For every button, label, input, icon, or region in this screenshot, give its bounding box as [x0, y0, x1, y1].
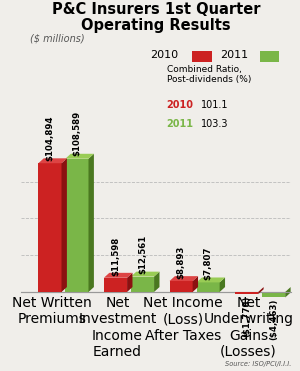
- Text: $108,589: $108,589: [72, 111, 81, 157]
- Polygon shape: [196, 278, 225, 282]
- Polygon shape: [65, 159, 88, 292]
- Polygon shape: [131, 272, 160, 276]
- Polygon shape: [220, 278, 225, 292]
- Polygon shape: [61, 158, 67, 292]
- Polygon shape: [104, 278, 127, 292]
- Text: ($4,463): ($4,463): [269, 299, 278, 340]
- Polygon shape: [285, 287, 291, 298]
- Text: Source: ISO/PCI/I.I.I.: Source: ISO/PCI/I.I.I.: [225, 361, 291, 367]
- Polygon shape: [193, 276, 198, 292]
- Text: Combined Ratio,
Post-dividends (%): Combined Ratio, Post-dividends (%): [167, 65, 251, 84]
- Text: P&C Insurers 1st Quarter: P&C Insurers 1st Quarter: [52, 2, 260, 17]
- Polygon shape: [38, 163, 61, 292]
- Text: $7,807: $7,807: [204, 247, 213, 280]
- Text: 103.3: 103.3: [201, 119, 229, 129]
- Text: 2011: 2011: [220, 50, 249, 60]
- Polygon shape: [131, 276, 154, 292]
- Text: ($ millions): ($ millions): [30, 33, 85, 43]
- Text: Operating Results: Operating Results: [81, 18, 231, 33]
- Polygon shape: [154, 272, 160, 292]
- Text: 2010: 2010: [150, 50, 178, 60]
- Polygon shape: [235, 292, 258, 294]
- Polygon shape: [104, 273, 133, 278]
- Polygon shape: [262, 292, 285, 298]
- Polygon shape: [88, 154, 94, 292]
- Text: $11,598: $11,598: [111, 236, 120, 276]
- Text: 2011: 2011: [167, 119, 194, 129]
- Polygon shape: [65, 154, 94, 159]
- Text: $8,893: $8,893: [177, 246, 186, 279]
- Polygon shape: [127, 273, 133, 292]
- Polygon shape: [258, 287, 264, 294]
- Text: $104,894: $104,894: [45, 115, 54, 161]
- Text: $12,561: $12,561: [138, 235, 147, 274]
- Text: 101.1: 101.1: [201, 100, 229, 110]
- Polygon shape: [196, 282, 220, 292]
- Text: 2010: 2010: [167, 100, 194, 110]
- Polygon shape: [38, 158, 67, 163]
- Text: ($1,778): ($1,778): [242, 296, 251, 337]
- Polygon shape: [169, 281, 193, 292]
- Polygon shape: [169, 276, 198, 281]
